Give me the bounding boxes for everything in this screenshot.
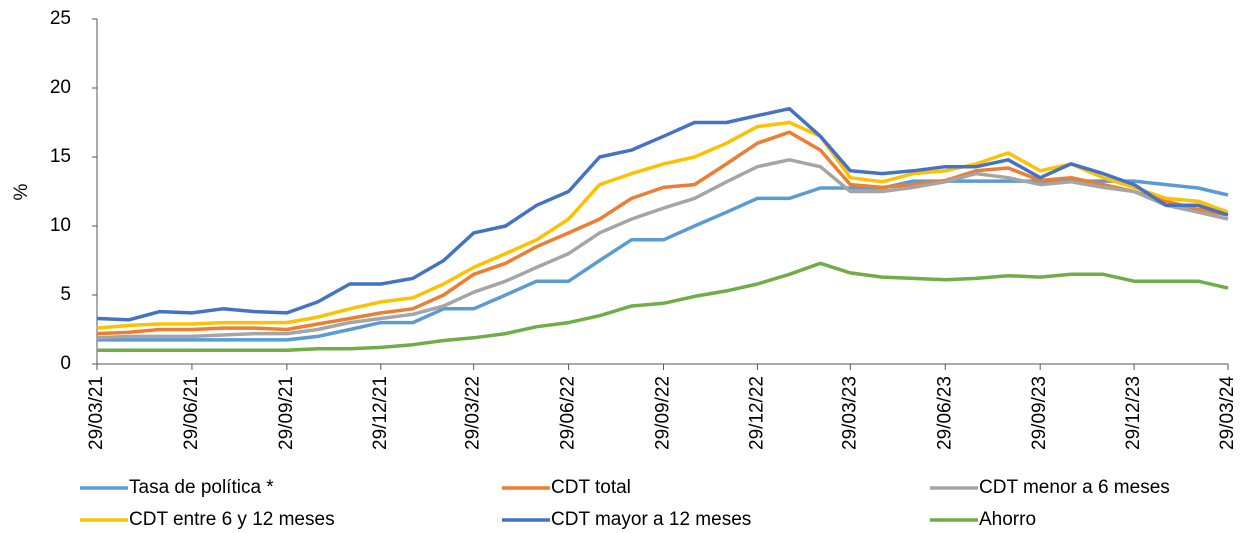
- x-tick-label: 29/03/21: [86, 376, 107, 450]
- x-tick-label: 29/06/21: [181, 376, 202, 450]
- series-line: [96, 158, 1229, 340]
- x-tick-label: 29/06/22: [558, 376, 579, 450]
- series-line: [97, 261, 1229, 352]
- series-line: [97, 179, 1229, 342]
- y-tick-label: 20: [50, 77, 71, 98]
- x-tick-label: 29/09/22: [653, 376, 674, 450]
- x-tick-label: 29/03/23: [839, 376, 860, 450]
- series-line: [96, 130, 1229, 336]
- legend-label: Tasa de política *: [129, 477, 274, 498]
- y-axis-label: %: [11, 183, 32, 200]
- legend-label: CDT entre 6 y 12 meses: [129, 509, 335, 530]
- y-tick-label: 25: [50, 8, 71, 29]
- legend-label: Ahorro: [979, 509, 1036, 530]
- series-line: [96, 120, 1229, 330]
- y-tick-label: 10: [50, 215, 71, 236]
- x-tick-label: 29/12/22: [746, 376, 767, 450]
- x-tick-label: 29/12/21: [370, 376, 391, 450]
- legend-label: CDT mayor a 12 meses: [551, 509, 751, 530]
- y-tick-label: 0: [60, 353, 71, 374]
- y-tick-label: 5: [60, 284, 71, 305]
- legend-label: CDT total: [551, 477, 631, 498]
- x-tick-label: 29/09/23: [1029, 376, 1050, 450]
- x-tick-label: 29/12/23: [1123, 376, 1144, 450]
- x-tick-label: 29/03/22: [463, 376, 484, 450]
- series-line: [96, 106, 1229, 322]
- y-tick-label: 15: [50, 146, 71, 167]
- x-tick-label: 29/03/24: [1217, 376, 1238, 450]
- x-tick-label: 29/06/23: [934, 376, 955, 450]
- legend-label: CDT menor a 6 meses: [979, 477, 1170, 498]
- x-tick-label: 29/09/21: [276, 376, 297, 450]
